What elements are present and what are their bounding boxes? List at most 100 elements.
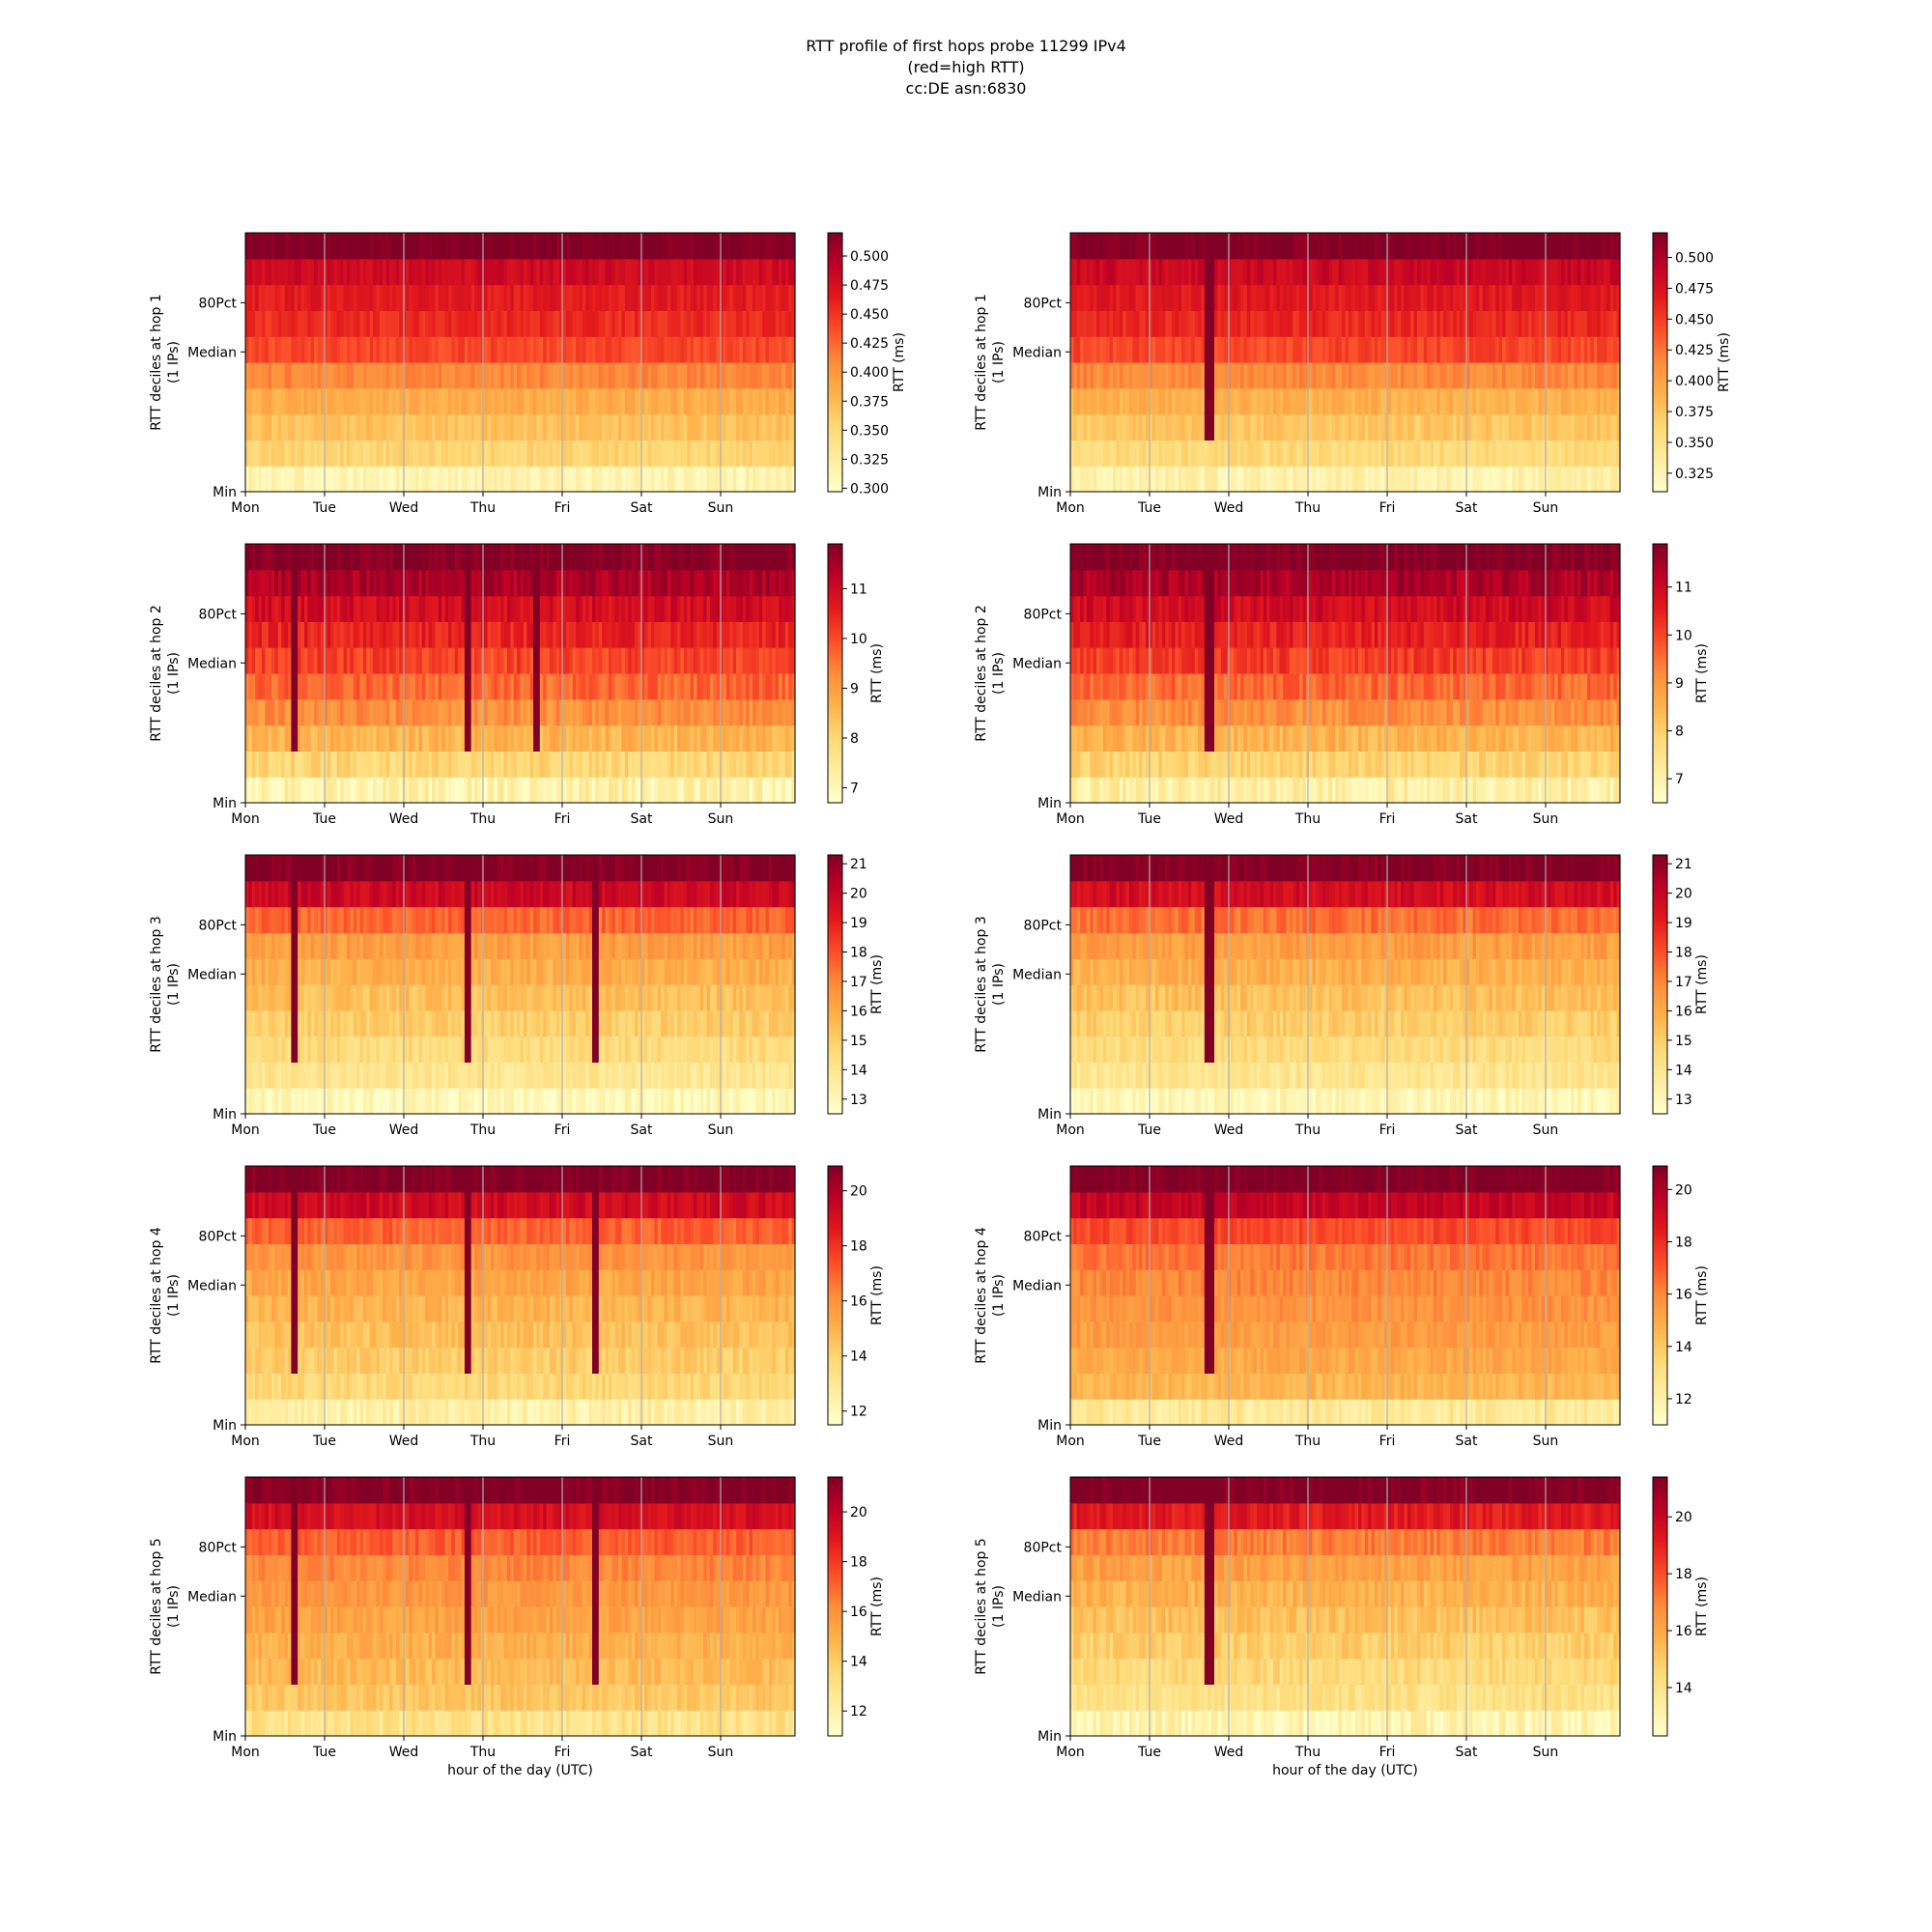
heat-cell [298, 413, 302, 440]
heat-cell [706, 336, 711, 363]
heat-cell [526, 466, 531, 493]
heat-cell [441, 336, 446, 363]
heat-cell [533, 440, 538, 467]
heat-cell [661, 233, 666, 260]
heat-cell [281, 310, 286, 337]
heat-cell [720, 284, 724, 311]
heat-cell [271, 336, 276, 363]
heat-cell [447, 466, 452, 493]
heat-cell [385, 258, 390, 286]
heat-cell [536, 310, 541, 337]
heat-cell [680, 466, 685, 493]
heat-cell [343, 466, 348, 493]
heat-cell [288, 387, 293, 415]
heat-cell [395, 336, 400, 363]
heat-cell [517, 362, 522, 389]
heat-cell [602, 233, 607, 260]
y-axis-label-sub: (1 IPs) [166, 341, 182, 384]
heat-cell [595, 284, 600, 311]
heat-cell [435, 387, 440, 415]
heat-cell [677, 440, 682, 467]
heat-cell [553, 336, 557, 363]
heat-cell [340, 310, 345, 337]
heat-cell [320, 387, 325, 415]
heat-cell [628, 362, 633, 389]
heat-cell [523, 362, 527, 389]
heat-cell [621, 310, 626, 337]
heat-cell [291, 258, 296, 286]
heat-cell [605, 233, 610, 260]
heat-cell [356, 387, 361, 415]
heat-cell [667, 258, 671, 286]
heat-cell [438, 310, 442, 337]
heat-cell [661, 413, 666, 440]
heat-cell [268, 336, 272, 363]
heat-cell [657, 466, 662, 493]
heat-cell [317, 336, 322, 363]
heat-cell [614, 413, 619, 440]
heat-cell [340, 284, 345, 311]
heat-cell [314, 310, 319, 337]
heat-cell [303, 440, 308, 467]
heat-cell [389, 413, 394, 440]
heat-cell [458, 466, 463, 493]
heat-cell [412, 310, 416, 337]
heat-cell [421, 440, 426, 467]
heat-cell [572, 336, 577, 363]
heat-cell [320, 440, 325, 467]
heat-cell [621, 233, 626, 260]
heat-cell [680, 310, 685, 337]
heat-cell [336, 258, 341, 286]
heat-cell [585, 310, 590, 337]
heat-cell [300, 413, 305, 440]
heat-cell [484, 284, 489, 311]
heat-cell [703, 233, 708, 260]
heat-cell [565, 440, 570, 467]
heat-cell [300, 284, 305, 311]
heat-cell [611, 387, 616, 415]
heat-cell [510, 233, 515, 260]
heat-cell [503, 233, 508, 260]
colorbar-tick-label: 0.425 [1675, 343, 1714, 358]
heat-cell [258, 336, 263, 363]
heat-cell [628, 233, 633, 260]
heat-cell [553, 362, 557, 389]
heat-cell [654, 336, 659, 363]
heat-cell [441, 387, 446, 415]
heat-cell [376, 387, 381, 415]
heat-cell [529, 362, 534, 389]
heat-cell [389, 362, 394, 389]
heat-cell [373, 258, 378, 286]
heat-cell [307, 336, 312, 363]
heat-cell [353, 258, 357, 286]
heat-cell [654, 413, 659, 440]
y-axis-label: RTT deciles at hop 1 [149, 294, 164, 431]
figure-title-line-2: (red=high RTT) [907, 58, 1025, 76]
heat-cell [248, 466, 253, 493]
heat-cell [310, 284, 315, 311]
heat-cell [346, 362, 351, 389]
heat-cell [562, 466, 567, 493]
heat-cell [438, 362, 442, 389]
heat-cell [585, 440, 590, 467]
heat-cell [500, 336, 505, 363]
heat-cell [477, 310, 482, 337]
heat-cell [395, 362, 400, 389]
heat-cell [605, 284, 610, 311]
heat-cell [553, 440, 557, 467]
heat-cell [340, 336, 345, 363]
heat-cell [677, 466, 682, 493]
heat-cell [713, 284, 718, 311]
heat-cell [699, 466, 704, 493]
heat-cell [631, 387, 636, 415]
heat-cell [487, 336, 492, 363]
heat-cell [657, 336, 662, 363]
heat-cell [447, 233, 452, 260]
heat-cell [330, 336, 335, 363]
heat-cell [611, 466, 616, 493]
heat-cell [716, 413, 721, 440]
heat-cell [621, 362, 626, 389]
heat-cell [277, 413, 282, 440]
heat-cell [592, 233, 596, 260]
heat-cell [271, 413, 276, 440]
